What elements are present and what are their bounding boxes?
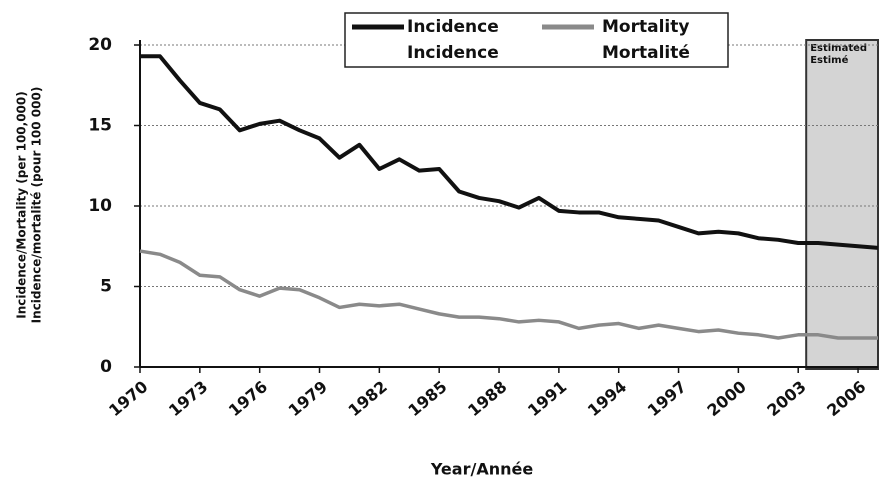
estimate-label: Estimated bbox=[810, 43, 867, 54]
y-tick-label: 5 bbox=[100, 277, 112, 297]
y-tick-label: 10 bbox=[88, 196, 112, 216]
x-tick-label: 1976 bbox=[225, 377, 271, 420]
legend bbox=[344, 12, 729, 68]
estimate-region bbox=[805, 39, 879, 370]
x-axis-label: Year/Année bbox=[430, 460, 534, 479]
legend-label: Incidence bbox=[407, 43, 499, 63]
y-tick-label: 20 bbox=[88, 35, 112, 55]
series-line bbox=[140, 54, 879, 250]
y-axis-label: Incidence/mortalité (pour 100 000) bbox=[30, 87, 44, 324]
x-tick-label: 1985 bbox=[404, 377, 450, 420]
x-tick-label: 2003 bbox=[763, 377, 809, 420]
legend-label: Incidence bbox=[407, 17, 499, 37]
y-tick-label: 15 bbox=[88, 116, 112, 136]
legend-label: Mortalité bbox=[602, 43, 690, 63]
y-tick-label: 0 bbox=[100, 357, 112, 377]
x-tick-label: 1988 bbox=[464, 377, 510, 420]
legend-label: Mortality bbox=[602, 17, 689, 37]
series-line bbox=[139, 249, 878, 340]
x-tick-label: 1994 bbox=[584, 377, 630, 420]
x-tick-label: 1997 bbox=[644, 377, 690, 420]
x-tick-label: 1970 bbox=[105, 377, 151, 420]
x-tick-label: 1973 bbox=[165, 377, 211, 420]
estimate-label: Estimé bbox=[810, 54, 848, 66]
x-tick-label: 1979 bbox=[285, 377, 331, 420]
x-tick-label: 1991 bbox=[524, 377, 570, 420]
y-axis-label: Incidence/Mortality (per 100,000) bbox=[15, 91, 29, 319]
x-tick-label: 2000 bbox=[704, 377, 750, 420]
x-tick-label: 1982 bbox=[344, 377, 390, 420]
x-tick-label: 2006 bbox=[823, 377, 869, 420]
